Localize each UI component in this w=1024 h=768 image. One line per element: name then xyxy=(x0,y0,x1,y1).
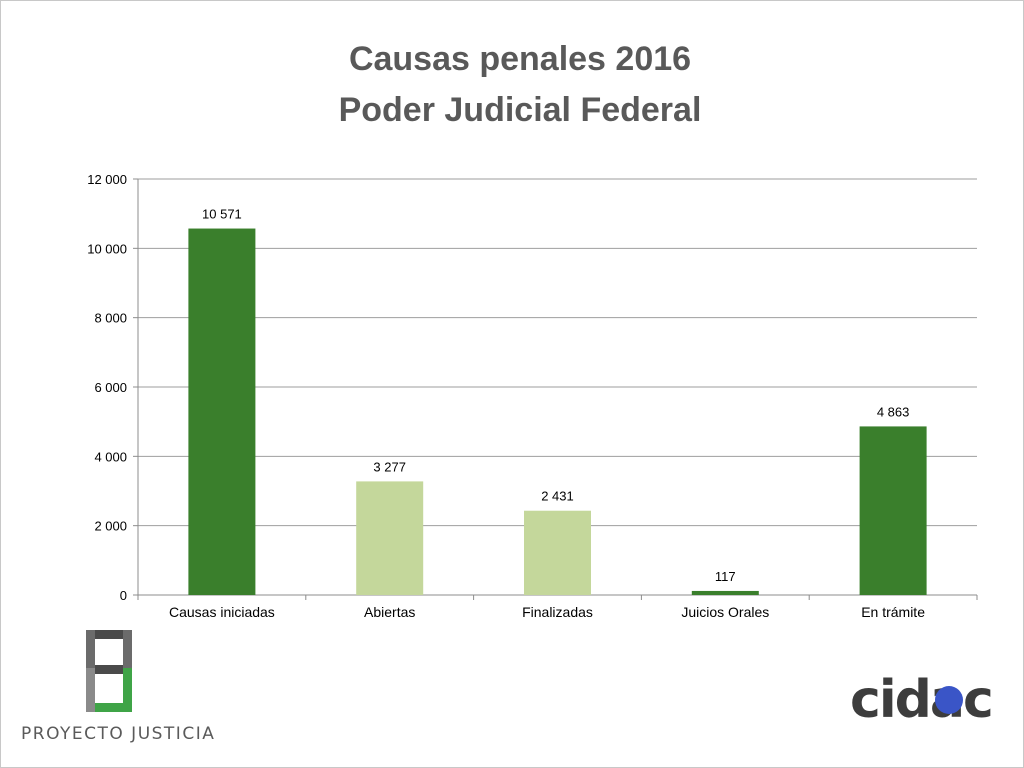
data-label: 2 431 xyxy=(541,489,574,504)
proyecto-justicia-logo-icon xyxy=(86,630,132,712)
bar-chart: 0 2 000 4 000 6 000 8 000 10 000 12 000 10 571 C… xyxy=(87,172,978,620)
y-tick-label: 2 000 xyxy=(94,519,127,534)
y-tick-label: 10 000 xyxy=(87,241,127,256)
x-tick-label: Causas iniciadas xyxy=(169,604,275,620)
x-tick-label: En trámite xyxy=(861,604,925,620)
bar xyxy=(691,590,759,595)
x-tick-label: Juicios Orales xyxy=(681,604,769,620)
bar xyxy=(524,510,591,595)
bar xyxy=(356,481,424,595)
chart-title-line1: Causas penales 2016 xyxy=(348,40,692,78)
y-tick-label: 6 000 xyxy=(94,380,127,395)
y-tick-label: 0 xyxy=(120,588,127,603)
y-tick-label: 12 000 xyxy=(87,172,127,187)
cidac-logo-icon: cidac xyxy=(850,670,994,730)
y-tick-label: 4 000 xyxy=(94,449,127,464)
data-label: 10 571 xyxy=(202,207,242,222)
proyecto-justicia-text: PROYECTO JUSTICIA xyxy=(21,724,216,744)
data-label: 4 863 xyxy=(877,404,910,419)
x-tick-label: Abiertas xyxy=(364,604,415,620)
bar xyxy=(188,228,256,595)
data-label: 117 xyxy=(715,569,736,584)
y-tick-label: 8 000 xyxy=(94,311,127,326)
data-label: 3 277 xyxy=(373,459,406,474)
bar xyxy=(859,426,927,595)
x-tick-label: Finalizadas xyxy=(522,604,593,620)
cidac-logo-text: cidac xyxy=(850,670,992,730)
chart-title-line2: Poder Judicial Federal xyxy=(338,91,702,129)
